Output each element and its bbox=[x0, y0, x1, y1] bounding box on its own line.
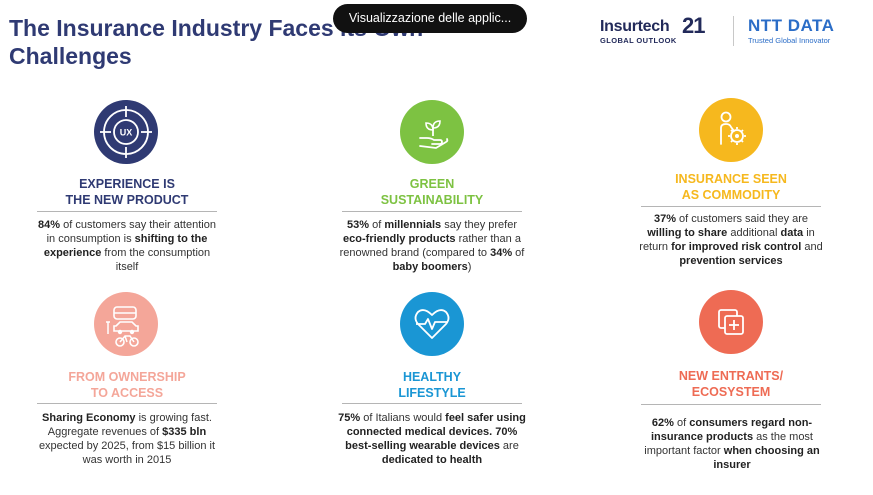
card-title-line: LIFESTYLE bbox=[398, 386, 466, 400]
insurtech-logo-text: Insurtech bbox=[600, 18, 670, 35]
emphasis-text: willing to share bbox=[647, 227, 728, 239]
emphasis-text: $335 bln bbox=[162, 426, 207, 438]
card-title-line: INSURANCE SEEN bbox=[675, 172, 787, 186]
card-divider bbox=[37, 403, 217, 404]
heart-pulse-icon bbox=[400, 292, 464, 356]
ntt-data-tagline: Trusted Global Innovator bbox=[748, 36, 831, 45]
card-body-paragraph: 75% of Italians would feel safer using c… bbox=[338, 411, 526, 467]
emphasis-text: when choosing an insurer bbox=[713, 445, 820, 471]
emphasis-text: Sharing Economy bbox=[42, 412, 136, 424]
emphasis-text: feel safer using connected medical devic… bbox=[345, 412, 526, 452]
emphasis-text: 62% bbox=[651, 417, 674, 429]
emphasis-text: consumers regard non-insurance products bbox=[651, 417, 813, 443]
card-body-paragraph: 37% of customers said they are willing t… bbox=[636, 212, 826, 268]
card-divider bbox=[37, 211, 217, 212]
emphasis-text: 37% bbox=[653, 213, 676, 225]
card-title-line: AS COMMODITY bbox=[681, 188, 781, 202]
shared-mobility-icon bbox=[94, 292, 158, 356]
ux-target-icon: UX bbox=[94, 100, 158, 164]
card-body-healthy: 75% of Italians would feel safer using c… bbox=[338, 411, 526, 467]
card-title-experience: EXPERIENCE IS THE NEW PRODUCT bbox=[37, 176, 217, 208]
insurtech-logo-subtitle: GLOBAL OUTLOOK bbox=[600, 36, 677, 45]
card-title-line: EXPERIENCE IS bbox=[79, 177, 175, 191]
hand-plant-icon bbox=[400, 100, 464, 164]
body-text: say they prefer bbox=[441, 219, 517, 231]
insurtech-logo: Insurtech 21 GLOBAL OUTLOOK bbox=[600, 13, 706, 45]
emphasis-text: baby boomers bbox=[392, 261, 468, 273]
card-title-line: TO ACCESS bbox=[90, 386, 164, 400]
logo-divider bbox=[733, 16, 734, 46]
card-divider bbox=[641, 206, 821, 207]
emphasis-text: dedicated to health bbox=[381, 454, 483, 466]
body-text: of bbox=[369, 219, 385, 231]
body-text: of bbox=[512, 247, 525, 259]
emphasis-text: 53% bbox=[346, 219, 370, 231]
svg-text:UX: UX bbox=[120, 128, 133, 138]
body-text: rather than a renowned brand (compared t… bbox=[339, 233, 521, 259]
card-title-line: NEW ENTRANTS/ bbox=[678, 369, 784, 383]
card-body-experience: 84% of customers say their attention in … bbox=[37, 218, 217, 274]
body-text: additional bbox=[727, 227, 781, 239]
card-body-ownership: Sharing Economy is growing fast. Aggrega… bbox=[37, 411, 217, 467]
emphasis-text: 34% bbox=[490, 247, 513, 259]
emphasis-text: prevention services bbox=[679, 255, 783, 267]
body-text: in return bbox=[639, 227, 815, 253]
emphasis-text: 84% bbox=[38, 219, 61, 231]
card-divider bbox=[641, 404, 821, 405]
card-body-paragraph: Sharing Economy is growing fast. Aggrega… bbox=[37, 411, 217, 467]
card-title-green: GREEN SUSTAINABILITY bbox=[342, 176, 522, 208]
body-text: of bbox=[673, 417, 690, 429]
add-squares-icon bbox=[699, 290, 763, 354]
body-text: of customers said they are bbox=[675, 213, 809, 225]
ntt-data-logo: NTT DATA Trusted Global Innovator bbox=[748, 16, 834, 45]
card-title-line: SUSTAINABILITY bbox=[380, 193, 484, 207]
card-title-commodity: INSURANCE SEEN AS COMMODITY bbox=[641, 171, 821, 203]
card-title-line: HEALTHY bbox=[402, 370, 462, 384]
card-body-paragraph: 53% of millennials say they prefer eco-f… bbox=[338, 218, 526, 274]
emphasis-text: eco-friendly products bbox=[343, 233, 456, 245]
insurtech-logo-number: 21 bbox=[682, 13, 706, 38]
card-title-line: ECOSYSTEM bbox=[691, 385, 771, 399]
emphasis-text: shifting to the experience bbox=[43, 233, 208, 259]
card-title-new-entrants: NEW ENTRANTS/ ECOSYSTEM bbox=[641, 368, 821, 400]
body-text: are bbox=[499, 440, 519, 452]
person-gear-icon bbox=[699, 98, 763, 162]
card-body-commodity: 37% of customers said they are willing t… bbox=[636, 212, 826, 268]
emphasis-text: 75% bbox=[338, 412, 361, 424]
body-text: as the most important factor bbox=[644, 431, 813, 457]
card-body-new-entrants: 62% of consumers regard non-insurance pr… bbox=[638, 416, 826, 472]
emphasis-text: data bbox=[780, 227, 804, 239]
card-title-line: FROM OWNERSHIP bbox=[68, 370, 186, 384]
card-title-line: THE NEW PRODUCT bbox=[65, 193, 189, 207]
card-divider bbox=[342, 403, 522, 404]
emphasis-text: millennials bbox=[384, 219, 442, 231]
app-view-tooltip[interactable]: Visualizzazione delle applic... bbox=[333, 4, 527, 33]
ntt-data-logo-text: NTT DATA bbox=[748, 16, 835, 35]
body-text: ) bbox=[467, 261, 472, 273]
body-text: from the consumption itself bbox=[101, 247, 211, 273]
card-body-paragraph: 84% of customers say their attention in … bbox=[37, 218, 217, 274]
card-title-line: GREEN bbox=[409, 177, 455, 191]
card-body-paragraph: 62% of consumers regard non-insurance pr… bbox=[638, 416, 826, 472]
body-text: and bbox=[801, 241, 823, 253]
body-text: is growing fast. Aggregate revenues of bbox=[47, 412, 212, 438]
body-text: of Italians would bbox=[360, 412, 446, 424]
card-body-green: 53% of millennials say they prefer eco-f… bbox=[338, 218, 526, 274]
emphasis-text: for improved risk control bbox=[671, 241, 802, 253]
card-divider bbox=[342, 211, 522, 212]
card-title-healthy: HEALTHY LIFESTYLE bbox=[342, 369, 522, 401]
card-title-ownership: FROM OWNERSHIP TO ACCESS bbox=[37, 369, 217, 401]
body-text: expected by 2025, from $15 billion it wa… bbox=[38, 440, 216, 466]
body-text: of customers say their attention in cons… bbox=[46, 219, 216, 245]
